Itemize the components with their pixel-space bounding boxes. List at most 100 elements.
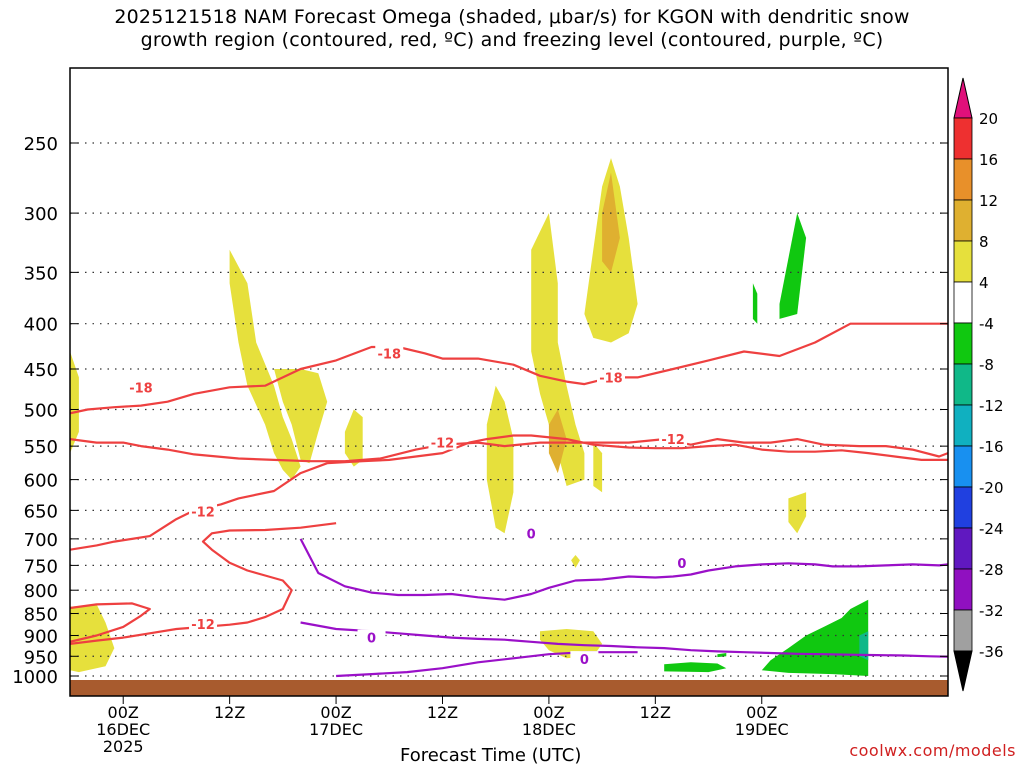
colorbar-label-13: -36 (979, 643, 1004, 661)
colorbar-label-3: 8 (979, 233, 989, 251)
contour-label-6: -12 (191, 618, 215, 633)
contour-label-4: -12 (431, 437, 455, 452)
contour-label-7: 0 (527, 527, 536, 542)
contour-fz-upper (299, 538, 948, 601)
y-tick-label-900: 900 (24, 626, 58, 647)
contour-label-bg-4 (428, 434, 457, 450)
omega-shade-19 (717, 653, 727, 658)
colorbar-label-12: -32 (979, 602, 1004, 620)
y-tick-label-750: 750 (24, 556, 58, 577)
x-axis-label: Forecast Time (UTC) (400, 745, 582, 766)
omega-shade-9 (602, 172, 620, 273)
y-tick-label-300: 300 (24, 204, 58, 225)
y-tick-label-400: 400 (24, 315, 58, 336)
y-tick-label-850: 850 (24, 605, 58, 626)
omega-shade-13 (788, 492, 807, 534)
omega-shade-0 (70, 351, 79, 454)
contour-fz-lower (300, 621, 948, 658)
omega-shade-12 (571, 555, 580, 568)
y-tick-label-950: 950 (24, 647, 58, 668)
colorbar-swatch-11 (953, 568, 973, 611)
x-tick-label-3-0: 12Z (427, 703, 458, 722)
colorbar-label-10: -24 (979, 520, 1004, 538)
x-tick-label-4-1: 18DEC (522, 720, 576, 739)
contour-dgz-mid (70, 438, 948, 463)
colorbar-label-5: -4 (979, 315, 994, 333)
y-tick-label-650: 650 (24, 501, 58, 522)
colorbar-top-arrow (953, 77, 973, 119)
chart-title-line-1: 2025121518 NAM Forecast Omega (shaded, μ… (114, 6, 910, 28)
contour-label-bg-3 (189, 503, 218, 519)
colorbar-label-9: -20 (979, 479, 1004, 497)
contour-label-3: -12 (191, 506, 215, 521)
x-tick-label-0-0: 00Z (108, 703, 139, 722)
omega-shade-18 (859, 631, 869, 661)
contour-label-bg-1 (375, 345, 404, 361)
colorbar-swatch-6 (953, 363, 973, 406)
colorbar-swatch-8 (953, 445, 973, 488)
colorbar-label-2: 12 (979, 192, 998, 210)
contour-label-bg-6 (189, 615, 218, 631)
contour-dgz-lower (70, 522, 337, 645)
contour-label-5: -12 (661, 433, 685, 448)
y-tick-label-450: 450 (24, 360, 58, 381)
colorbar-label-1: 16 (979, 151, 998, 169)
colorbar-label-7: -12 (979, 397, 1004, 415)
chart-title: 2025121518 NAM Forecast Omega (shaded, μ… (0, 6, 1024, 52)
credit-text: coolwx.com/models (849, 741, 1016, 760)
contour-label-0: -18 (129, 381, 153, 396)
colorbar-label-8: -16 (979, 438, 1004, 456)
y-tick-label-600: 600 (24, 471, 58, 492)
colorbar-swatch-4 (953, 281, 973, 324)
colorbar-swatch-1 (953, 158, 973, 201)
omega-shade-17 (761, 599, 869, 676)
omega-shade-5 (486, 385, 514, 534)
colorbar-swatch-10 (953, 527, 973, 570)
omega-shade-1 (70, 604, 115, 673)
contour-label-8: 0 (677, 557, 686, 572)
omega-shade-3 (274, 369, 328, 464)
x-tick-label-1-0: 12Z (214, 703, 245, 722)
colorbar-label-11: -28 (979, 561, 1004, 579)
chart-title-line-2: growth region (contoured, red, ºC) and f… (140, 29, 884, 51)
x-tick-label-5-0: 12Z (640, 703, 671, 722)
plot-frame (69, 67, 949, 697)
colorbar-bottom-arrow (953, 650, 973, 692)
omega-shade-16 (664, 662, 727, 673)
contour-label-bg-5 (659, 431, 688, 447)
x-tick-label-2-1: 17DEC (309, 720, 363, 739)
surface-terrain (70, 680, 948, 696)
omega-shade-8 (548, 409, 567, 474)
contour-label-2: -18 (599, 371, 623, 386)
contour-label-10: 0 (580, 653, 589, 668)
omega-shade-14 (752, 283, 758, 324)
x-tick-label-4-0: 00Z (533, 703, 564, 722)
contour-label-bg-9 (357, 629, 386, 645)
colorbar-swatch-3 (953, 240, 973, 283)
x-tick-label-6-0: 00Z (746, 703, 777, 722)
contour-dgz-bottom (70, 434, 948, 551)
y-tick-label-350: 350 (24, 263, 58, 284)
colorbar-label-6: -8 (979, 356, 994, 374)
colorbar-swatch-2 (953, 199, 973, 242)
plot-area: -18 -18 -18 -12 -12 -12 -12 0 0 0 0 (70, 142, 948, 696)
colorbar-label-0: 20 (979, 110, 998, 128)
omega-shade-6 (531, 213, 585, 486)
contour-label-bg-8 (667, 554, 696, 570)
x-tick-label-0-2: 2025 (103, 737, 144, 756)
colorbar-swatch-12 (953, 609, 973, 652)
y-tick-label-1000: 1000 (12, 667, 58, 688)
y-tick-label-800: 800 (24, 581, 58, 602)
x-tick-label-2-0: 00Z (320, 703, 351, 722)
contour-label-bg-7 (517, 525, 546, 541)
omega-shade-2 (229, 249, 301, 480)
omega-shade-4 (344, 409, 363, 467)
x-tick-label-0-1: 16DEC (96, 720, 150, 739)
omega-shade-15 (779, 213, 807, 319)
contour-dgz-top (70, 322, 948, 415)
colorbar-swatch-5 (953, 322, 973, 365)
colorbar-swatch-9 (953, 486, 973, 529)
contour-label-1: -18 (378, 347, 402, 362)
contour-dgz-low-tail (70, 602, 151, 643)
omega-shade-10 (593, 442, 603, 493)
